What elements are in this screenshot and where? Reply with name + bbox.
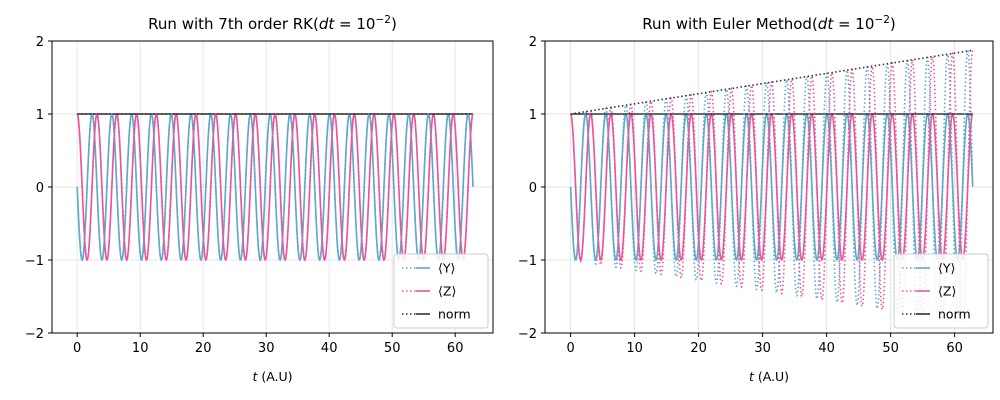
x-tick-label: 40 xyxy=(321,341,338,356)
y-tick-label: 1 xyxy=(36,108,44,123)
legend-label: ⟨Z⟩ xyxy=(938,284,956,299)
plot-area xyxy=(76,112,474,262)
x-tick-label: 30 xyxy=(258,341,275,356)
x-tick-label: 20 xyxy=(690,341,707,356)
y-tick-label: 0 xyxy=(36,181,44,196)
legend: ⟨Y⟩ ⟨Z⟩ norm xyxy=(393,253,489,329)
legend-label: ⟨Y⟩ xyxy=(938,261,955,276)
y-tick-label: 1 xyxy=(529,108,537,123)
plot-area xyxy=(569,49,974,324)
x-tick-label: 10 xyxy=(626,341,643,356)
x-tick-label: 40 xyxy=(818,341,835,356)
legend-label: norm xyxy=(438,307,471,322)
y-tick-label: −1 xyxy=(25,254,44,269)
x-tick-label: 50 xyxy=(882,341,899,356)
legend-label: norm xyxy=(938,307,971,322)
chart-title: Run with Euler Method(dt = 10−2) xyxy=(642,14,896,33)
x-tick-label: 30 xyxy=(754,341,771,356)
legend-box xyxy=(893,253,989,329)
legend-label: ⟨Z⟩ xyxy=(438,284,456,299)
series-line-z-dotted xyxy=(76,112,474,262)
x-tick-label: 0 xyxy=(73,341,81,356)
x-tick-label: 0 xyxy=(566,341,574,356)
legend-label: ⟨Y⟩ xyxy=(438,261,455,276)
x-tick-label: 60 xyxy=(946,341,963,356)
y-tick-label: −1 xyxy=(518,254,537,269)
y-tick-label: −2 xyxy=(518,327,537,342)
legend: ⟨Y⟩ ⟨Z⟩ norm xyxy=(893,253,989,329)
x-tick-label: 60 xyxy=(447,341,464,356)
y-tick-label: 2 xyxy=(36,35,44,50)
chart-panel-rk: 0 10 20 30 40 50 60 −2 −1 0 1 2 Run with 7th order R… xyxy=(25,14,494,384)
series-line-z-dotted xyxy=(570,49,974,324)
chart-title: Run with 7th order RK(dt = 10−2) xyxy=(148,14,397,33)
y-tick-label: 0 xyxy=(529,181,537,196)
x-tick-label: 10 xyxy=(132,341,149,356)
legend-box xyxy=(393,253,489,329)
series-line-y-dotted xyxy=(569,50,974,323)
y-tick-label: 2 xyxy=(529,35,537,50)
x-axis-label: t (A.U) xyxy=(749,369,789,384)
x-tick-label: 20 xyxy=(195,341,212,356)
y-tick-label: −2 xyxy=(25,327,44,342)
x-tick-label: 50 xyxy=(384,341,401,356)
x-axis-label: t (A.U) xyxy=(252,369,292,384)
chart-panel-euler: 0 10 20 30 40 50 60 −2 −1 0 1 2 Run with Euler Metho… xyxy=(518,14,994,384)
series-line-y-dotted xyxy=(76,113,474,261)
